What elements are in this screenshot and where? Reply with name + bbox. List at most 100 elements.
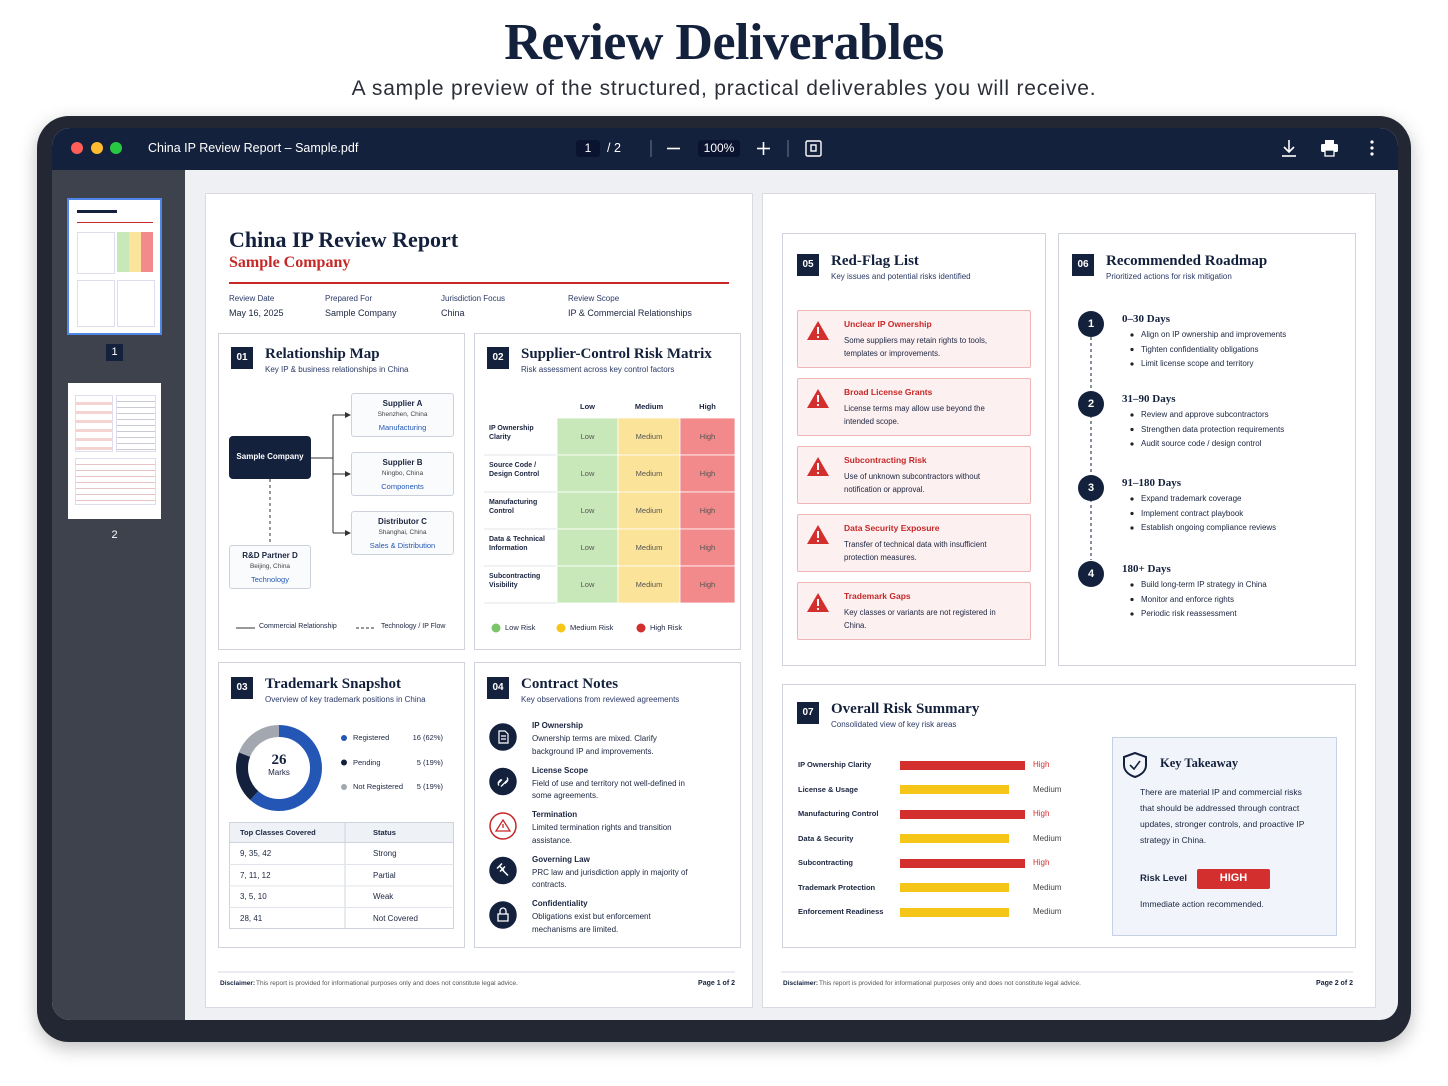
red-flag-text: Transfer of technical data with insuffic… (844, 540, 987, 562)
takeaway-box (1112, 737, 1337, 936)
section-number-box (487, 347, 509, 369)
note-title: Governing Law (532, 854, 590, 864)
meta-label: Jurisdiction Focus (441, 294, 506, 303)
table-cell: Strong (373, 849, 397, 858)
legend-value: 16 (62%) (412, 733, 443, 742)
step-action: Establish ongoing compliance reviews (1141, 523, 1277, 532)
step-period: 31–90 Days (1122, 393, 1176, 405)
risk-badge (1197, 869, 1270, 889)
disclaimer-label: Disclaimer: (783, 980, 819, 987)
table-header: Status (373, 828, 396, 837)
risk-area-label: Data & Security (798, 833, 854, 843)
note-text: PRC law and jurisdiction apply in majori… (532, 867, 688, 890)
table-cell: Weak (373, 892, 394, 901)
matrix-row-label: Subcontracting Visibility (489, 573, 541, 589)
section-number-box (797, 702, 819, 724)
thumb-block (77, 280, 115, 327)
legend-label: Technology / IP Flow (381, 623, 446, 630)
page-count: / 2 (607, 141, 621, 155)
step-action: Expand trademark coverage (1141, 494, 1242, 503)
red-flag-title: Broad License Grants (844, 387, 933, 397)
takeaway-title: Key Takeaway (1160, 756, 1239, 770)
relationship-node (229, 545, 311, 589)
matrix-cell-label: Medium (635, 432, 663, 441)
step-action: Limit license scope and territory (1141, 359, 1254, 368)
table-header-row (229, 822, 454, 843)
section-title: Overall Risk Summary (831, 701, 980, 717)
legend-value: 5 (19%) (416, 757, 443, 767)
section-number: 04 (492, 682, 504, 693)
risk-area-label: IP Ownership Clarity (798, 760, 872, 769)
section-number-box (797, 254, 819, 276)
meta-label: Review Date (229, 294, 275, 303)
takeaway-note: Immediate action recommended. (1140, 899, 1264, 909)
thumb-block (77, 232, 115, 274)
thumb-block (117, 232, 153, 272)
donut-total: 26 (271, 752, 287, 768)
matrix-cell-label: High (699, 432, 716, 441)
red-flag-text: Use of unknown subcontractors without no… (844, 472, 981, 494)
risk-level: High (1033, 809, 1050, 818)
section-title: Contract Notes (521, 676, 619, 692)
matrix-cell-label: Low (580, 506, 595, 515)
matrix-row-label: IP Ownership Clarity (489, 425, 534, 441)
risk-level: Medium (1033, 907, 1062, 916)
section-number-box (1072, 254, 1094, 276)
red-flag-text: License terms may allow use beyond the i… (844, 404, 985, 426)
section-card (474, 662, 741, 948)
page-input (576, 140, 600, 157)
node-name: R&D Partner D (242, 551, 298, 560)
step-action: Periodic risk reassessment (1141, 609, 1237, 618)
node-location: Ningbo, China (381, 470, 424, 477)
risk-bar (900, 858, 1025, 868)
thumb-line (77, 210, 117, 213)
red-flag-item (797, 582, 1031, 640)
risk-area-label: Trademark Protection (798, 882, 876, 892)
matrix-row-label: Data & Technical Information (489, 536, 545, 552)
center-node-label: Sample Company (236, 452, 304, 461)
disclaimer-text: This report is provided for informationa… (819, 980, 1081, 987)
note-text: Ownership terms are mixed. Clarify backg… (532, 734, 657, 756)
risk-bar (900, 907, 1010, 917)
page-number: Page 1 of 2 (698, 980, 735, 987)
meta-value: May 16, 2025 (229, 308, 284, 318)
table-cell: 3, 5, 10 (240, 892, 267, 901)
node-name: Supplier B (382, 458, 423, 467)
matrix-cell-label: Medium (635, 543, 663, 552)
section-subtitle: Prioritized actions for risk mitigation (1106, 272, 1232, 281)
risk-level: Medium (1033, 833, 1062, 843)
relationship-node (351, 393, 454, 437)
table-cell: 7, 11, 12 (240, 870, 271, 880)
risk-level-label: Risk Level (1140, 873, 1187, 884)
section-number-box (487, 677, 509, 699)
step-number: 1 (1087, 318, 1095, 330)
legend-label: Medium Risk (570, 623, 614, 632)
risk-level: Medium (1033, 882, 1062, 892)
page-subtitle: A sample preview of the structured, prac… (351, 77, 1097, 100)
step-action: Review and approve subcontractors (1141, 410, 1269, 419)
step-number: 4 (1087, 568, 1095, 580)
thumbnail-page-1[interactable] (67, 198, 162, 335)
matrix-column-header: Low (580, 402, 595, 411)
risk-level: High (1033, 760, 1050, 769)
risk-area-label: Subcontracting (798, 858, 854, 867)
section-number: 01 (236, 352, 248, 363)
thumb-block (75, 395, 113, 452)
report-company: Sample Company (229, 254, 351, 271)
matrix-cell-label: Low (580, 469, 595, 478)
risk-bar (900, 785, 1010, 794)
thumb-line (77, 222, 153, 223)
thumbnail-page-2[interactable] (68, 383, 161, 519)
zoom-level: 100% (703, 141, 735, 155)
thumb-block (116, 395, 156, 452)
node-location: Shanghai, China (378, 529, 427, 536)
section-number-box (231, 347, 253, 369)
risk-area-label: License & Usage (798, 784, 859, 794)
red-flag-title: Data Security Exposure (844, 523, 940, 533)
legend-label: High Risk (650, 623, 683, 632)
matrix-cell-label: Medium (635, 506, 663, 515)
section-title: Trademark Snapshot (265, 676, 401, 692)
section-subtitle: Key issues and potential risks identifie… (831, 272, 971, 281)
section-number-box (231, 677, 253, 699)
